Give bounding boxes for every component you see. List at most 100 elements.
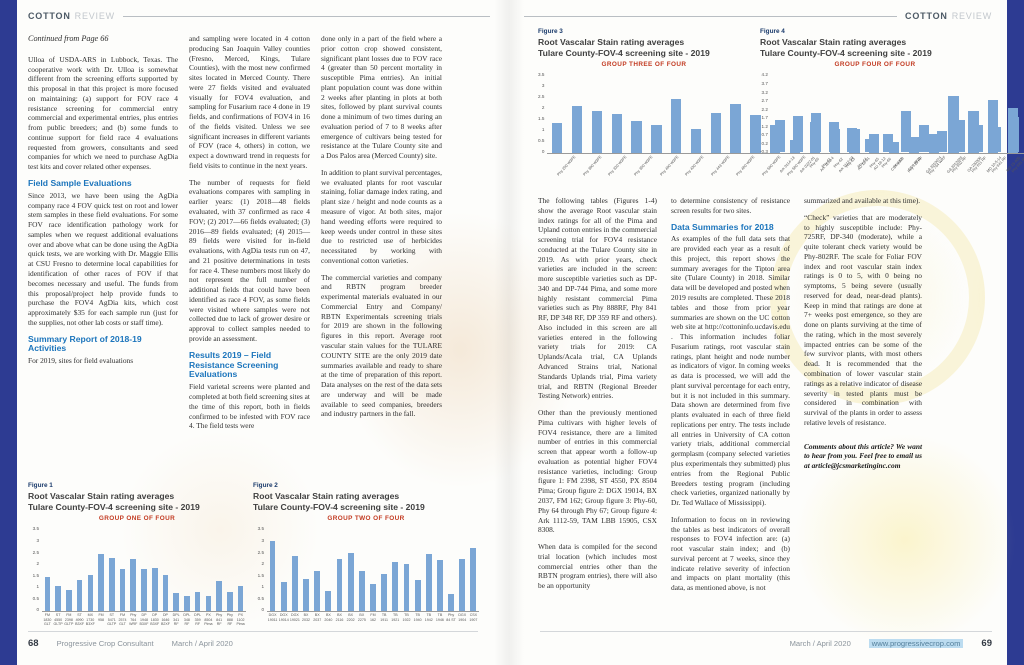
bar [66, 589, 72, 612]
page-number-left: 68 [28, 638, 39, 649]
header-rule [524, 15, 898, 17]
bar-slot [312, 526, 323, 612]
figure-1: Figure 1 Root Vascalar Stain rating aver… [28, 482, 246, 626]
bar-slot [203, 526, 214, 612]
header-rule [122, 15, 490, 17]
left-col-1: Continued from Page 66 Ulloa of USDA-ARS… [28, 34, 178, 438]
issue-date: March / April 2020 [171, 639, 233, 648]
bars [267, 526, 479, 613]
x-axis-labels: DGX 19011 DGX 19014 DGX 19021 BX 2032 BX 203… [267, 612, 479, 621]
x-tick-label: TB 1911 [380, 613, 388, 622]
bar-slot [915, 72, 933, 153]
y-tick: 0.7 [761, 132, 768, 138]
bar-slot [379, 526, 390, 612]
x-tick-label: MD 15-005 [1006, 156, 1022, 174]
x-tick-label: TB 1922 [402, 613, 411, 622]
bar [908, 137, 920, 154]
paragraph: In addition to plant survival percentage… [321, 167, 442, 265]
bar-slot [746, 72, 766, 154]
bar-slot [139, 526, 150, 612]
x-tick-label: PX 8504 Pima [204, 613, 213, 626]
bar [162, 575, 169, 612]
x-tick-label: TB 1942 [424, 613, 433, 622]
y-tick: 0.5 [32, 595, 39, 601]
bar [237, 585, 244, 612]
x-tick-label: BX 2275 [357, 613, 366, 622]
bar-slot [278, 526, 289, 612]
bar-slot [607, 72, 627, 154]
x-tick-label: BX 2202 [346, 613, 355, 622]
paragraph: As examples of the full data sets that a… [671, 234, 790, 508]
y-tick: 2.5 [32, 549, 39, 555]
bar [173, 593, 179, 612]
bar [108, 558, 115, 612]
bar-slot [106, 526, 117, 612]
bar [690, 129, 702, 154]
bar-slot [951, 72, 969, 153]
brand-cotton: COTTON [28, 11, 71, 21]
bar-slot [547, 72, 567, 154]
bar-slot [933, 72, 951, 153]
y-tick: 3 [261, 538, 264, 544]
bar [194, 592, 201, 612]
bar-slot [567, 72, 587, 154]
y-tick: 0.5 [538, 138, 545, 144]
bar-slot [457, 526, 468, 612]
y-tick: 2.2 [761, 106, 768, 112]
paragraph: Field varietal screens were planted and … [189, 382, 310, 431]
x-tick-label: TB 1940 [413, 613, 422, 622]
x-tick-label: DP 1830 B3XF [150, 613, 160, 626]
bar [141, 568, 147, 612]
paragraph: done only in a part of the field where a… [321, 34, 442, 161]
chart-subtitle: Tulare County-FOV-4 screening site - 201… [253, 501, 425, 512]
comments-email-note[interactable]: Comments about this article? We want to … [804, 441, 922, 471]
bar-slot [666, 72, 686, 154]
bar [991, 127, 1001, 153]
x-tick-label: DPL 359 RF [194, 613, 202, 626]
heading-summary-report: Summary Report of 2018-19 Activities [28, 333, 142, 354]
website-link[interactable]: www.progressivecrop.com [868, 639, 964, 648]
y-axis: 4.2 3.7 3.2 2.7 2.2 1.7 1.2 0.7 0.2 -0.3 [760, 72, 771, 154]
x-tick-label: ST 4990 B3XF [75, 613, 85, 626]
figure-4-chart: Root Vascalar Stain rating averages Tula… [760, 37, 1024, 178]
bar [87, 575, 94, 612]
bar [459, 559, 466, 612]
bar [591, 110, 603, 154]
bar-slot [128, 526, 139, 612]
y-tick: 3.5 [538, 72, 545, 78]
bar-slot [235, 526, 246, 612]
bar-slot [969, 72, 987, 153]
bar-slot [117, 526, 128, 612]
continued-from-note: Continued from Page 66 [28, 34, 109, 43]
bar [750, 115, 761, 154]
bar [184, 595, 190, 612]
bar [76, 579, 83, 612]
bar [119, 568, 126, 612]
bar [437, 560, 443, 612]
x-tick-label: Phy 84 ST [446, 613, 456, 622]
bar-slot [192, 526, 203, 612]
figure-3-chart: Root Vascalar Stain rating averages Tula… [538, 37, 1024, 178]
bar [730, 103, 741, 154]
bar-slot [323, 526, 334, 612]
x-tick-label: DP 1948 B3XF [139, 613, 149, 626]
right-col-2: to determine consistency of resistance s… [671, 196, 790, 600]
figure-2-chart: Root Vascalar Stain rating averages Tula… [253, 491, 479, 622]
magazine-name: Progressive Crop Consultant [56, 639, 154, 648]
x-tick-label: DPL 348 RF [183, 613, 191, 626]
bar-slot [334, 526, 345, 612]
x-tick-label: PX 1102 Pima [236, 613, 245, 626]
figure-4-label: Figure 4 [760, 28, 785, 35]
right-page-header: COTTON REVIEW [524, 10, 992, 22]
bar-slot [963, 72, 983, 154]
bar [793, 116, 803, 153]
bar-slot [182, 526, 193, 612]
y-tick: 0 [36, 607, 39, 613]
bar-slot [367, 526, 378, 612]
bar-slot [390, 526, 401, 612]
bar [571, 106, 583, 154]
bar-slot [434, 526, 445, 612]
bar [710, 112, 721, 154]
y-axis: 3.5 3 2.5 2 1.5 1 0.5 0 [253, 526, 267, 612]
